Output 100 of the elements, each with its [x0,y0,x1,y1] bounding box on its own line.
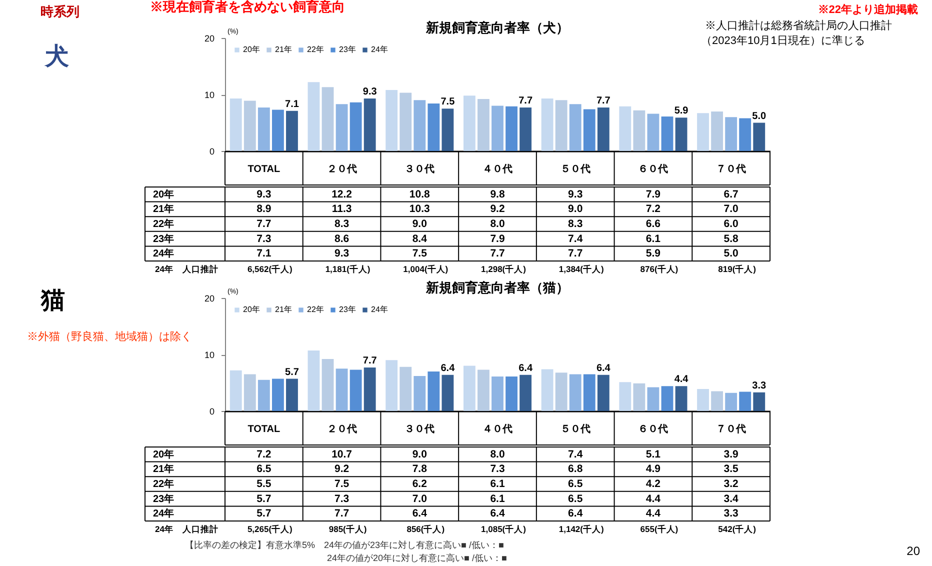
data-label: 9.2 [334,463,350,476]
text: 876(千人) [640,264,678,274]
bar [647,114,660,151]
bar [272,110,284,151]
text: 542(千人) [718,524,756,534]
data-label: 6.1 [490,492,505,505]
data-label: 6.6 [646,218,661,230]
x-tick-label: ５０代 [560,163,590,175]
data-label: 7.0 [724,203,739,216]
data-label: 9.0 [568,203,583,216]
annotation: 7.7 [362,355,378,366]
data-label: 11.3 [332,203,352,216]
text: 24年 人口推計 [155,264,218,274]
annotation: （2023年10月1日現在）に準じる [701,35,865,47]
data-label: 6.7 [724,188,739,200]
legend-label: 21年 [275,45,292,54]
bar [661,386,674,411]
bar [386,90,398,151]
annotation: 7.7 [596,95,611,106]
data-label: 5.7 [256,492,272,505]
bar [675,386,688,411]
bar [541,369,554,411]
y-tick-label: 0 [209,406,214,416]
text: 24年 [153,248,174,260]
bar [555,372,568,411]
bar [753,122,766,151]
bar [400,366,412,411]
legend-label: 24年 [371,305,388,314]
text: 23年 [153,494,174,505]
bar [541,98,554,151]
bar [463,366,476,411]
data-label: 7.7 [490,248,505,260]
bar [442,108,454,151]
bar [725,392,738,411]
data-label: 8.0 [490,218,505,230]
annotation: 3.3 [752,380,767,392]
text: 1,298(千人) [481,264,526,274]
data-label: 7.7 [256,218,272,230]
y-tick-label: 0 [209,146,214,156]
x-tick-label: ６０代 [638,163,668,175]
bar [739,392,752,411]
bar [725,117,738,151]
bar [555,100,568,151]
text: 1,085(千人) [481,524,526,534]
data-label: 12.2 [332,188,352,200]
text: ※外猫（野良猫、地域猫）は除く [27,330,192,343]
data-label: 10.7 [332,448,352,460]
annotation: 5.0 [752,110,767,122]
chart-title: 新規飼育意向者率（犬） [425,20,569,35]
data-label: 7.8 [412,463,428,476]
text: 24年の値が20年に対し有意に高い■ /低い：■ [327,553,507,563]
data-label: 9.0 [412,218,428,230]
data-label: 4.4 [646,508,661,520]
legend-label: 23年 [339,305,356,314]
bar [244,374,256,411]
data-label: 4.2 [646,478,661,490]
text: 819(千人) [718,264,756,274]
bar [428,104,440,151]
data-label: 7.5 [412,248,428,260]
bar [583,109,596,151]
bar [336,368,348,411]
y-tick-label: 10 [204,90,214,100]
data-label: 3.9 [724,448,739,460]
text: 20年 [153,189,174,200]
text: 【比率の差の検定】有意水準5% 24年の値が23年に対し有意に高い■ /低い：■ [185,540,504,550]
bar [428,371,440,411]
bar [442,374,454,411]
text: 1,004(千人) [403,264,448,274]
legend-label: 24年 [371,45,388,54]
x-tick-label: ２０代 [326,163,357,175]
data-label: 9.3 [256,188,272,200]
data-label: 3.2 [724,478,739,490]
data-label: 6.1 [490,478,505,490]
text: 24年 人口推計 [155,524,218,534]
bar [308,350,320,411]
legend-label: 22年 [307,305,324,314]
bar [753,392,766,411]
data-label: 7.4 [568,232,583,245]
text: 655(千人) [640,524,678,534]
bar [230,370,242,411]
data-label: 7.5 [334,478,350,490]
data-label: 4.4 [646,492,661,505]
data-label: 7.3 [490,463,505,476]
bar [244,100,256,151]
bar [258,380,270,411]
bar [322,359,334,411]
bar [633,110,646,151]
bar [286,110,298,151]
bar [619,106,632,151]
text: 5,265(千人) [247,524,293,534]
data-label: 6.4 [568,508,583,520]
data-label: 4.9 [646,463,661,476]
data-label: 9.3 [568,188,583,200]
annotation: 9.3 [362,86,378,98]
text: 6,562(千人) [247,264,293,274]
annotation: 5.7 [285,366,300,378]
bar [272,378,284,411]
x-tick-label: ４０代 [482,163,512,175]
data-label: 7.9 [490,232,505,245]
bar [697,388,709,411]
